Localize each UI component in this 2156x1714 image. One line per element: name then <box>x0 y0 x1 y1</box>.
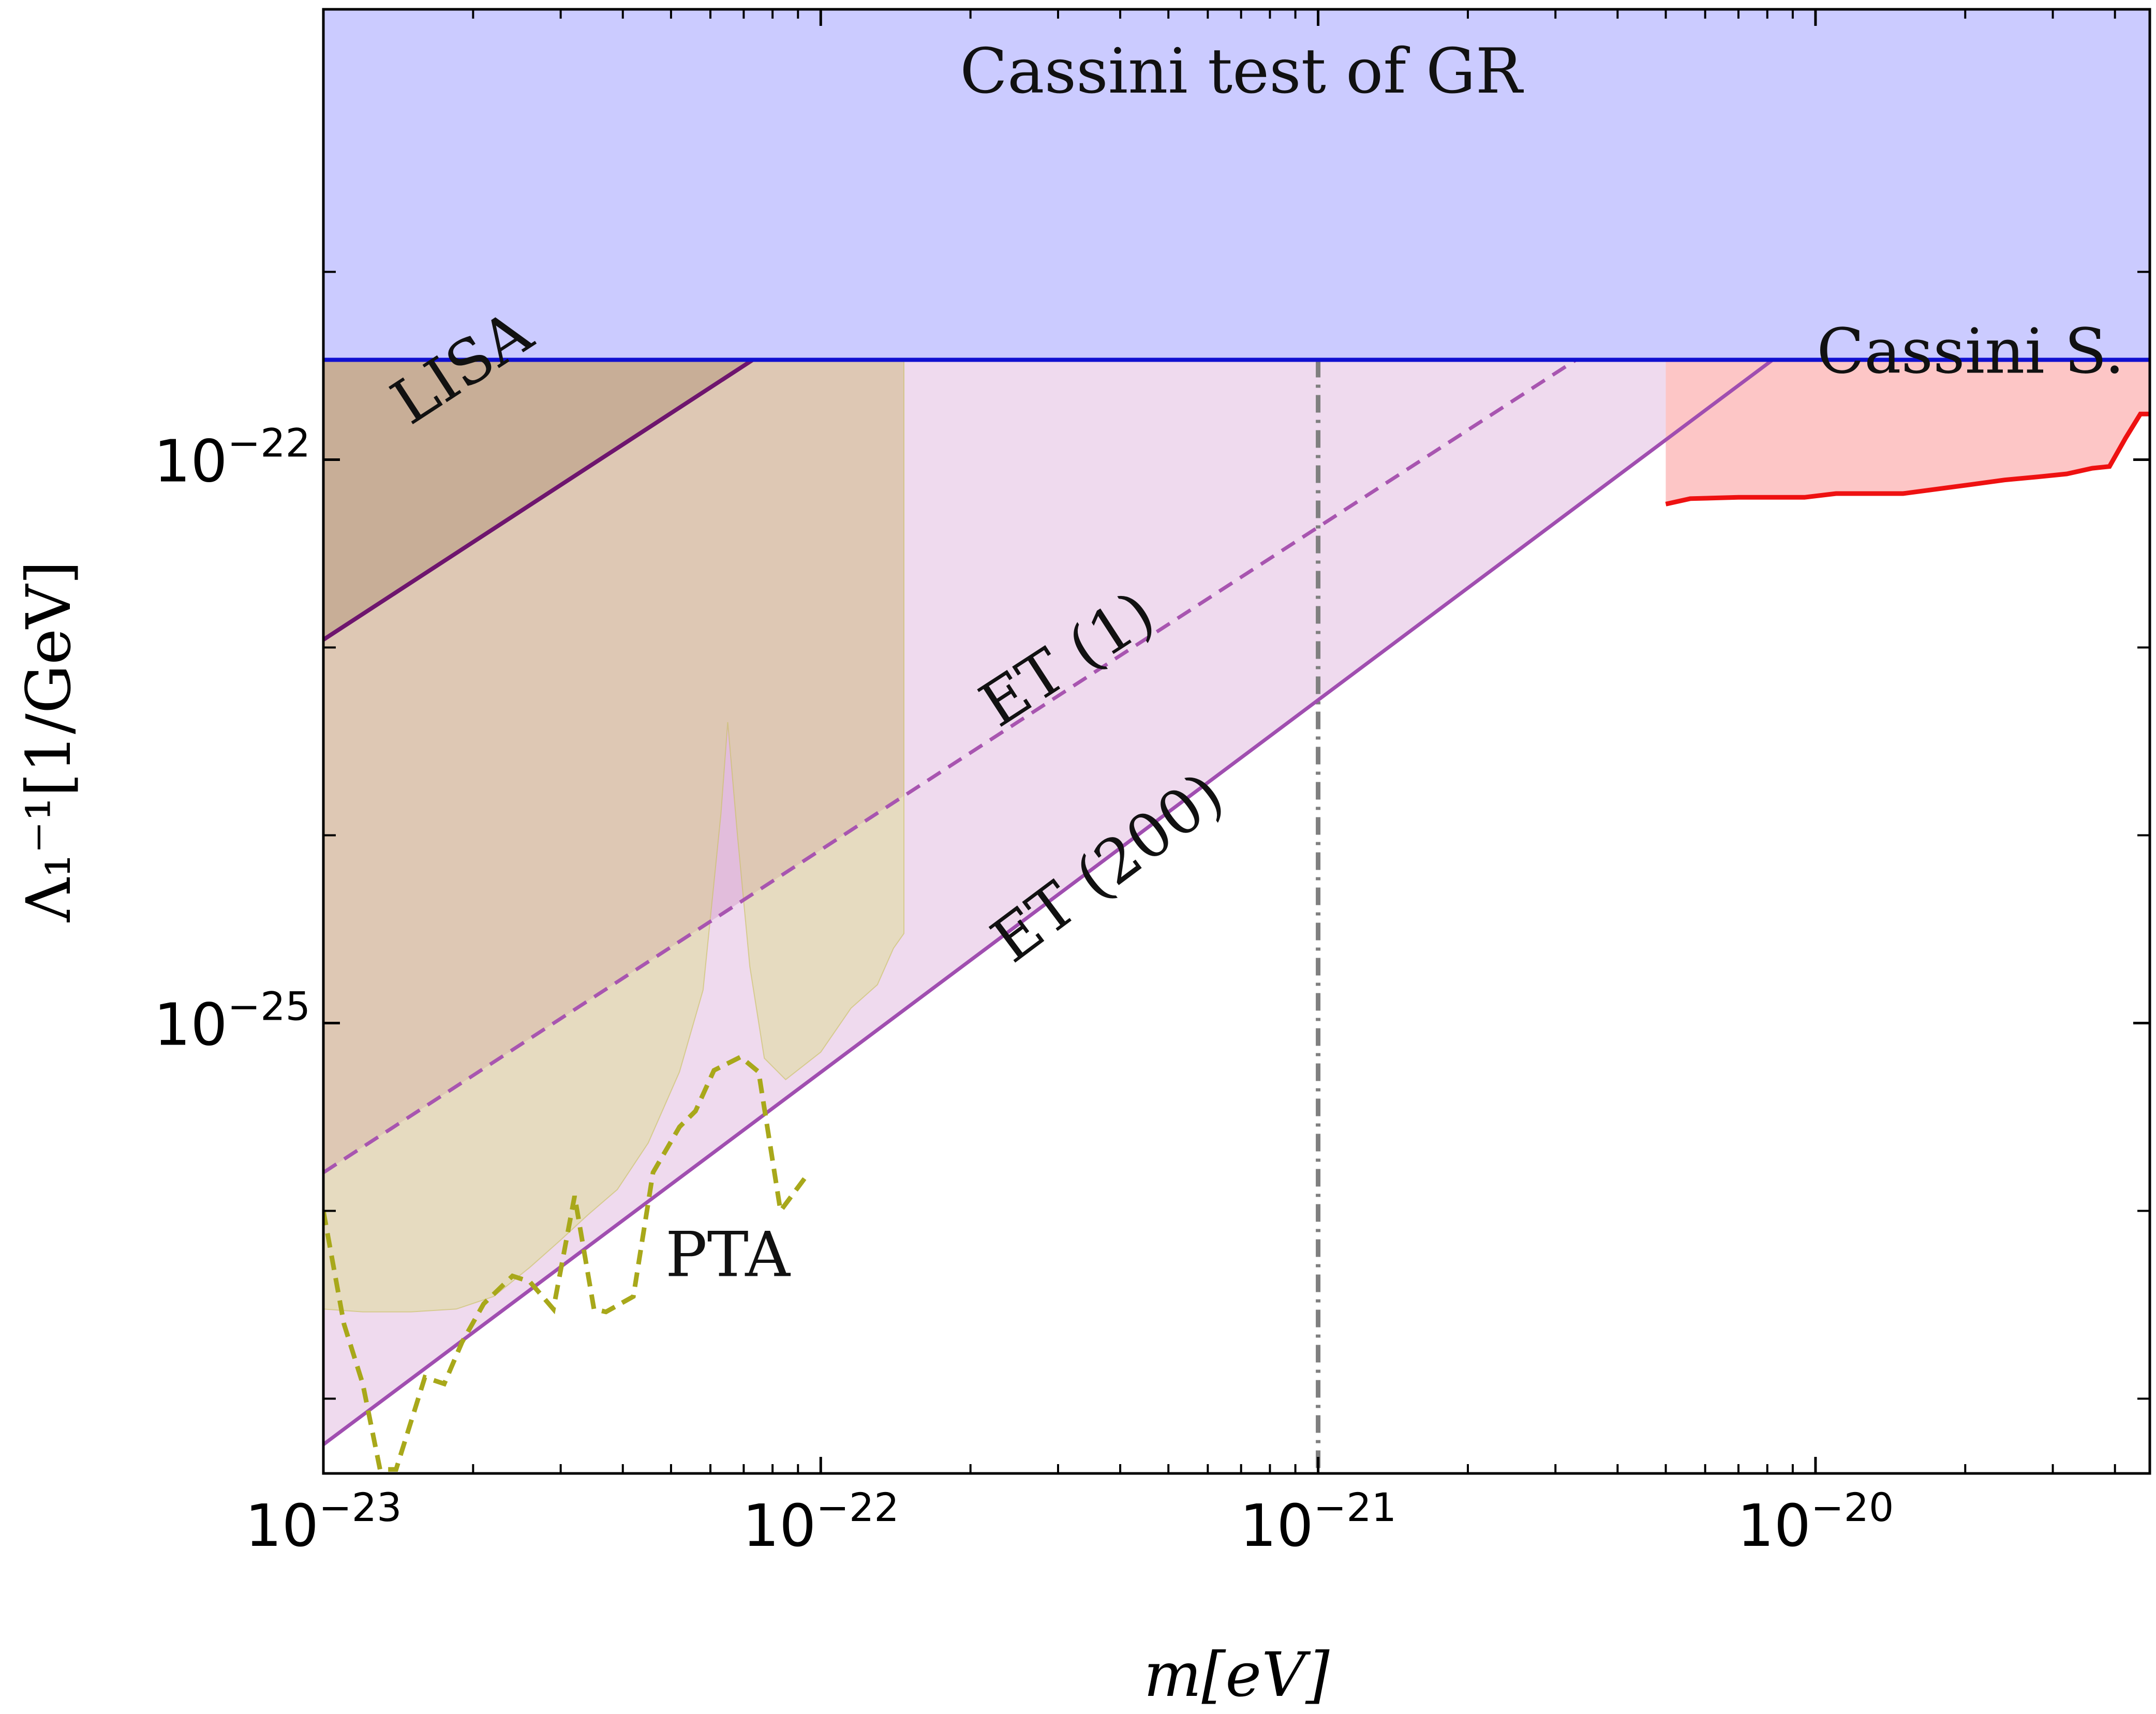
x-axis-label: m[eV] <box>1143 1639 1330 1710</box>
x-tick-label: 10−21 <box>1240 1484 1396 1560</box>
x-tick-label: 10−20 <box>1737 1484 1894 1560</box>
x-tick-label: 10−22 <box>742 1484 899 1560</box>
cassini-s-curve <box>1665 411 2150 506</box>
cassini-s-region <box>1666 360 2150 504</box>
et200-line <box>323 358 1774 1446</box>
plot-frame <box>322 8 2151 1475</box>
lisa-line <box>323 358 754 642</box>
annotation-pta: PTA <box>665 1219 791 1291</box>
pta-region <box>323 359 905 1313</box>
y-tick-label: 10−25 <box>154 983 310 1059</box>
annotation-cassini-s: Cassini S. <box>1817 316 2124 388</box>
pta-curve <box>323 1054 807 1472</box>
x-tick-label: 10−23 <box>245 1484 402 1560</box>
y-tick-label: 10−22 <box>154 420 310 495</box>
et1-region <box>323 360 904 1173</box>
cassini-gr-band <box>323 9 2150 360</box>
annotation-cassini-gr: Cassini test of GR <box>960 36 1524 108</box>
et1-line <box>323 358 1577 1174</box>
y-axis-label: Λ₁⁻¹[1/GeV] <box>13 561 84 922</box>
